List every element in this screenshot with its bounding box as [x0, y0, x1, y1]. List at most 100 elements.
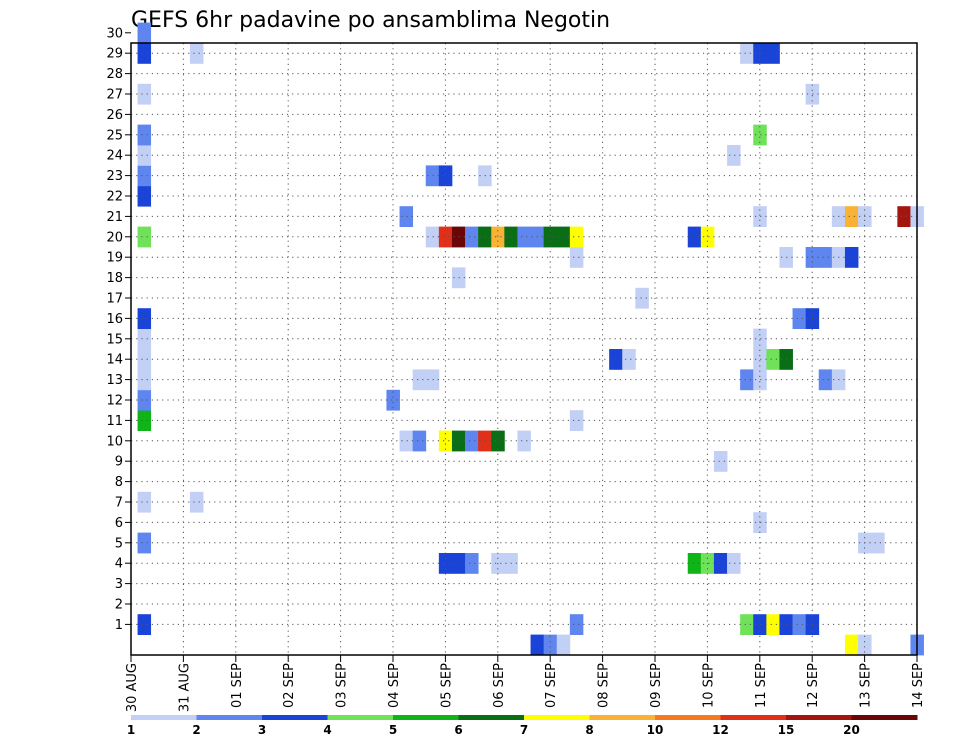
- precip-cell: [713, 553, 728, 574]
- y-tick-label: 1: [115, 618, 123, 633]
- x-tick-label: 07 SEP: [544, 663, 559, 708]
- y-tick-label: 4: [115, 557, 123, 572]
- legend-swatch: [524, 715, 590, 720]
- precip-cell: [137, 532, 152, 554]
- y-tick-label: 2: [115, 598, 123, 613]
- precip-cell: [687, 553, 702, 574]
- precip-cell: [792, 614, 807, 635]
- y-tick-label: 19: [106, 251, 123, 266]
- legend-swatch: [655, 715, 721, 720]
- y-tick-label: 28: [106, 67, 123, 82]
- precip-cell: [727, 553, 741, 574]
- precip-cell: [425, 165, 440, 187]
- precip-cell: [844, 634, 859, 656]
- precip-cell: [137, 145, 152, 166]
- y-tick-label: 23: [106, 169, 123, 184]
- y-tick-label: 6: [115, 516, 123, 531]
- precip-cell: [438, 430, 453, 452]
- precip-cell: [399, 206, 414, 227]
- x-tick-label: 03 SEP: [335, 663, 350, 708]
- x-tick-label: 11 SEP: [754, 663, 769, 708]
- precip-cell: [727, 145, 741, 166]
- y-tick-label: 24: [106, 149, 123, 164]
- y-tick-label: 11: [106, 414, 123, 429]
- y-tick-label: 20: [106, 230, 123, 245]
- x-tick-label: 12 SEP: [806, 663, 821, 708]
- precip-cell: [530, 634, 545, 656]
- precip-cell: [137, 83, 152, 105]
- precip-cell: [137, 369, 152, 391]
- legend-swatch: [262, 715, 328, 720]
- legend-swatch: [786, 715, 852, 720]
- legend-label: 7: [520, 723, 528, 737]
- legend-swatch: [589, 715, 656, 720]
- legend-swatch: [131, 715, 197, 720]
- x-tick-label: 04 SEP: [387, 663, 402, 708]
- legend-label: 1: [127, 723, 135, 737]
- legend-label: 4: [323, 723, 331, 737]
- precip-cell: [137, 185, 152, 207]
- legend-label: 5: [389, 723, 397, 737]
- precip-cell: [137, 410, 152, 431]
- precip-cell: [137, 165, 152, 187]
- precip-cell: [137, 614, 152, 635]
- precip-cell: [844, 247, 859, 268]
- precip-cell: [386, 389, 400, 411]
- y-tick-label: 5: [115, 536, 123, 551]
- precip-cell: [491, 226, 505, 248]
- x-tick-label: 13 SEP: [859, 663, 874, 708]
- precip-cell: [137, 124, 152, 146]
- precip-cell: [137, 389, 152, 411]
- legend-swatch: [458, 715, 525, 720]
- precip-cell: [713, 451, 728, 472]
- precip-cell: [740, 43, 754, 64]
- precip-cell: [189, 43, 204, 64]
- legend-label: 8: [585, 723, 593, 737]
- precip-cell: [517, 430, 531, 452]
- y-tick-label: 7: [115, 496, 123, 511]
- precip-cell: [753, 328, 767, 350]
- precip-cell: [609, 349, 623, 370]
- legend-label: 3: [258, 723, 266, 737]
- y-tick-label: 12: [106, 394, 123, 409]
- y-tick-label: 25: [106, 128, 123, 143]
- y-tick-label: 21: [106, 210, 123, 225]
- precip-cell: [753, 369, 767, 391]
- precip-cell: [818, 247, 833, 268]
- x-tick-label: 08 SEP: [597, 663, 612, 708]
- precip-cell: [858, 634, 872, 656]
- precip-cell: [189, 491, 204, 513]
- x-axis-ticks: 30 AUG 31 AUG 01 SEP 02 SEP 03 SEP 04 SEP 05 S…: [125, 655, 926, 712]
- legend-label: 2: [192, 723, 200, 737]
- precip-cell: [569, 614, 584, 635]
- precip-cell: [465, 226, 479, 248]
- precip-cell: [622, 349, 636, 370]
- precip-cell: [438, 226, 453, 248]
- precip-cell: [700, 226, 715, 248]
- precip-cell: [137, 491, 152, 513]
- x-tick-label: 02 SEP: [282, 663, 297, 708]
- precip-cell: [569, 226, 584, 248]
- precip-cell: [543, 634, 558, 656]
- x-tick-label: 30 AUG: [125, 663, 140, 712]
- precip-cell: [412, 369, 427, 391]
- legend-swatch: [327, 715, 394, 720]
- precip-cell: [740, 614, 754, 635]
- y-tick-label: 14: [106, 353, 123, 368]
- x-tick-label: 14 SEP: [911, 663, 926, 708]
- y-tick-label: 22: [106, 190, 123, 205]
- precip-cell: [465, 553, 479, 574]
- precip-cell: [491, 430, 505, 452]
- precip-cell: [543, 226, 558, 248]
- y-tick-label: 30: [106, 26, 123, 41]
- precip-cell: [412, 430, 427, 452]
- precip-cell: [137, 308, 152, 329]
- legend-label: 12: [712, 723, 729, 737]
- precip-cell: [137, 226, 152, 248]
- precip-cells: [137, 22, 924, 656]
- y-tick-label: 27: [106, 88, 123, 103]
- y-tick-label: 18: [106, 271, 123, 286]
- precip-cell: [792, 308, 807, 329]
- x-tick-label: 09 SEP: [649, 663, 664, 708]
